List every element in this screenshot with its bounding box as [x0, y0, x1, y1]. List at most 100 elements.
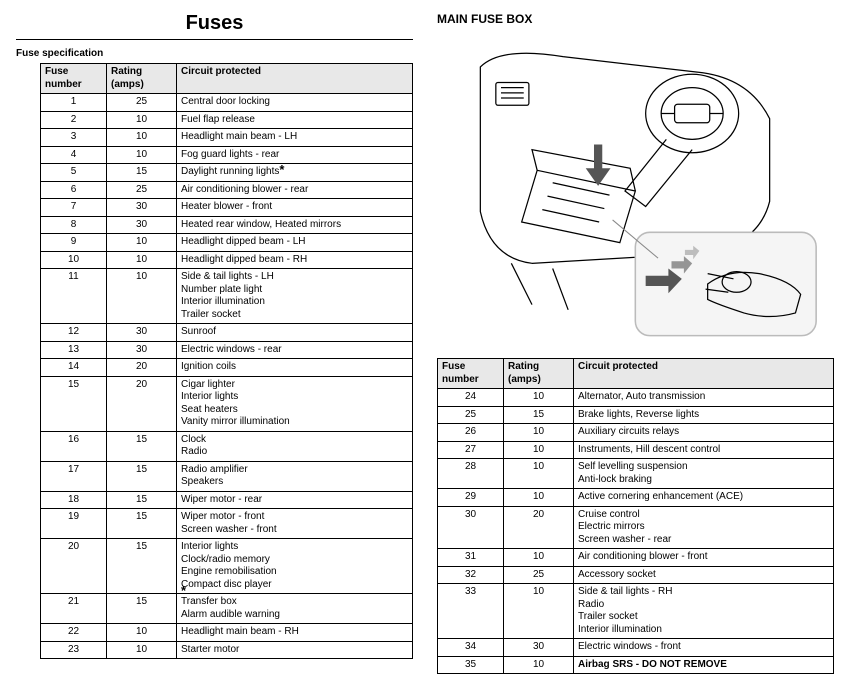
fuse-rating-cell: 10 [107, 234, 177, 252]
fuse-number-cell: 6 [41, 181, 107, 199]
table-row: 2310Starter motor [41, 641, 413, 659]
fuse-table-left: Fuse number Rating (amps) Circuit protec… [40, 63, 413, 659]
circuit-cell: Heated rear window, Heated mirrors [177, 216, 413, 234]
fuse-rating-cell: 10 [107, 111, 177, 129]
fuse-rating-cell: 30 [504, 639, 574, 657]
left-table-wrap: Fuse number Rating (amps) Circuit protec… [16, 63, 413, 659]
page-title: Fuses [16, 12, 413, 40]
fuse-rating-cell: 10 [504, 584, 574, 639]
table-row: 730Heater blower - front [41, 199, 413, 217]
fuse-number-cell: 27 [438, 441, 504, 459]
circuit-cell: Sunroof [177, 324, 413, 342]
fuse-rating-cell: 30 [107, 216, 177, 234]
table-row: 210Fuel flap release [41, 111, 413, 129]
fuse-rating-cell: 10 [504, 441, 574, 459]
circuit-cell: Air conditioning blower - rear [177, 181, 413, 199]
fuse-number-cell: 24 [438, 389, 504, 407]
fuse-rating-cell: 10 [107, 641, 177, 659]
fuse-number-cell: 34 [438, 639, 504, 657]
circuit-cell: Alternator, Auto transmission [574, 389, 834, 407]
circuit-cell: Heater blower - front [177, 199, 413, 217]
circuit-cell: Wiper motor - rear [177, 491, 413, 509]
circuit-cell: Cruise controlElectric mirrorsScreen was… [574, 506, 834, 549]
fuse-number-cell: 29 [438, 489, 504, 507]
circuit-cell: Electric windows - front [574, 639, 834, 657]
table-row: 625Air conditioning blower - rear [41, 181, 413, 199]
table-row: 515Daylight running lights* [41, 164, 413, 182]
fuse-rating-cell: 10 [504, 389, 574, 407]
fuse-number-cell: 1 [41, 94, 107, 112]
fuse-number-cell: 7 [41, 199, 107, 217]
fuse-rating-cell: 10 [107, 251, 177, 269]
fuse-number-cell: 28 [438, 459, 504, 489]
table-row: 310Headlight main beam - LH [41, 129, 413, 147]
page-root: Fuses Fuse specification Fuse number Rat… [16, 12, 834, 674]
col-header-rating: Rating (amps) [504, 359, 574, 389]
fuse-rating-cell: 15 [107, 491, 177, 509]
table-row: 2210Headlight main beam - RH [41, 624, 413, 642]
table-row: 3110Air conditioning blower - front [438, 549, 834, 567]
fuse-number-cell: 23 [41, 641, 107, 659]
circuit-cell: Headlight dipped beam - RH [177, 251, 413, 269]
circuit-cell: Active cornering enhancement (ACE) [574, 489, 834, 507]
spec-subheading: Fuse specification [16, 48, 413, 59]
fuse-rating-cell: 15 [107, 461, 177, 491]
fuse-rating-cell: 15 [504, 406, 574, 424]
fuse-number-cell: 17 [41, 461, 107, 491]
fuse-rating-cell: 10 [504, 424, 574, 442]
fuse-number-cell: 2 [41, 111, 107, 129]
fuse-rating-cell: 15 [107, 164, 177, 182]
circuit-cell: Fog guard lights - rear [177, 146, 413, 164]
fuse-rating-cell: 10 [107, 624, 177, 642]
fuse-box-illustration [437, 36, 834, 346]
circuit-cell: Headlight main beam - RH [177, 624, 413, 642]
fuse-number-cell: 32 [438, 566, 504, 584]
table-row: 1815Wiper motor - rear [41, 491, 413, 509]
table-row: 2610Auxiliary circuits relays [438, 424, 834, 442]
table-row: 1330Electric windows - rear [41, 341, 413, 359]
fuse-number-cell: 18 [41, 491, 107, 509]
fuse-number-cell: 16 [41, 431, 107, 461]
fuse-number-cell: 10 [41, 251, 107, 269]
table-row: 2910Active cornering enhancement (ACE) [438, 489, 834, 507]
circuit-cell: Accessory socket [574, 566, 834, 584]
col-header-rating: Rating (amps) [107, 64, 177, 94]
circuit-cell: Brake lights, Reverse lights [574, 406, 834, 424]
fuse-number-cell: 20 [41, 539, 107, 594]
table-row: 2410Alternator, Auto transmission [438, 389, 834, 407]
table-row: 1915Wiper motor - frontScreen washer - f… [41, 509, 413, 539]
table-row: 1230Sunroof [41, 324, 413, 342]
left-column: Fuses Fuse specification Fuse number Rat… [16, 12, 413, 674]
fuse-rating-cell: 15 [107, 594, 177, 624]
dashboard-line-art-icon [439, 36, 832, 346]
fuse-number-cell: 22 [41, 624, 107, 642]
fuse-rating-cell: 20 [107, 359, 177, 377]
fuse-rating-cell: 10 [504, 459, 574, 489]
fuse-number-cell: 13 [41, 341, 107, 359]
circuit-cell: Ignition coils [177, 359, 413, 377]
table-row: 2115Transfer boxAlarm audible warning [41, 594, 413, 624]
circuit-cell: Radio amplifierSpeakers [177, 461, 413, 491]
table-row: 1520Cigar lighterInterior lightsSeat hea… [41, 376, 413, 431]
circuit-cell: Transfer boxAlarm audible warning [177, 594, 413, 624]
fuse-number-cell: 26 [438, 424, 504, 442]
table-row: 3225Accessory socket [438, 566, 834, 584]
circuit-cell: Interior lightsClock/radio memoryEngine … [177, 539, 413, 594]
col-header-number: Fuse number [438, 359, 504, 389]
fuse-number-cell: 12 [41, 324, 107, 342]
circuit-cell: Auxiliary circuits relays [574, 424, 834, 442]
fuse-rating-cell: 10 [107, 269, 177, 324]
fuse-rating-cell: 30 [107, 341, 177, 359]
fuse-rating-cell: 30 [107, 324, 177, 342]
table-row: 2710Instruments, Hill descent control [438, 441, 834, 459]
fuse-number-cell: 11 [41, 269, 107, 324]
fuse-number-cell: 3 [41, 129, 107, 147]
circuit-cell: Daylight running lights* [177, 164, 413, 182]
right-column: MAIN FUSE BOX [437, 12, 834, 674]
fuse-number-cell: 4 [41, 146, 107, 164]
table-row: 3310Side & tail lights - RHRadioTrailer … [438, 584, 834, 639]
circuit-cell: Side & tail lights - RHRadioTrailer sock… [574, 584, 834, 639]
table-row: 3020Cruise controlElectric mirrorsScreen… [438, 506, 834, 549]
table-row: 830Heated rear window, Heated mirrors [41, 216, 413, 234]
col-header-circuit: Circuit protected [574, 359, 834, 389]
